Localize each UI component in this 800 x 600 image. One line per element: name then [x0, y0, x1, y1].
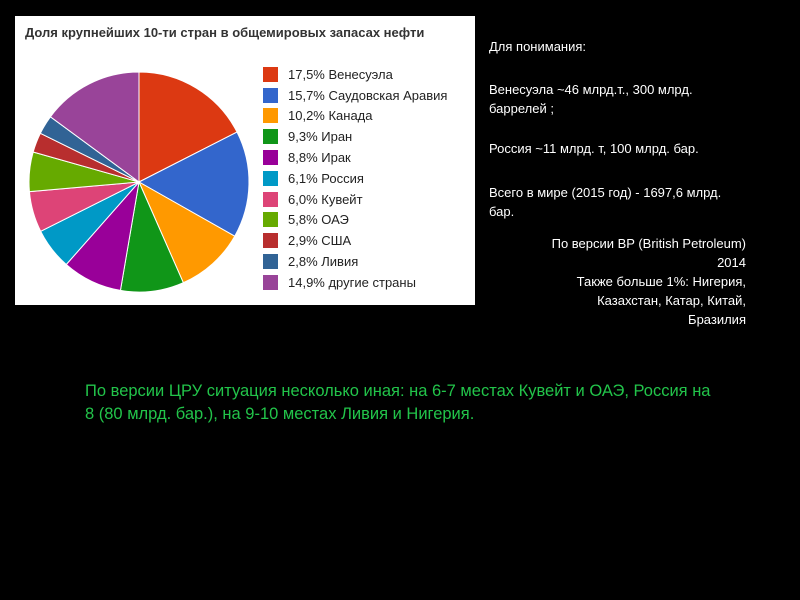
legend-swatch — [263, 170, 278, 186]
pie-slice-10 — [49, 71, 140, 183]
legend-swatch — [263, 66, 278, 82]
legend-item: 9,3% Иран — [263, 126, 447, 147]
legend-label: 6,1% Россия — [288, 170, 364, 186]
legend-swatch — [263, 233, 278, 249]
note-cia-version: По версии ЦРУ ситуация несколько иная: н… — [85, 382, 711, 423]
legend-label: 5,8% ОАЭ — [288, 212, 349, 228]
legend-item: 6,0% Кувейт — [263, 189, 447, 210]
note-source-line: Также больше 1%: Нигерия, — [576, 274, 746, 289]
legend-label: 17,5% Венесуэла — [288, 66, 393, 82]
legend-item: 6,1% Россия — [263, 168, 447, 189]
legend-swatch — [263, 108, 278, 124]
legend-swatch — [263, 212, 278, 228]
legend-label: 2,9% США — [288, 233, 352, 249]
legend-item: 5,8% ОАЭ — [263, 210, 447, 231]
legend-label: 15,7% Саудовская Аравия — [288, 87, 448, 103]
legend-item: 14,9% другие страны — [263, 272, 447, 293]
legend-swatch — [263, 87, 278, 103]
note-source-line: Бразилия — [688, 312, 746, 327]
legend-label: 6,0% Кувейт — [288, 191, 363, 207]
pie-slice-1 — [137, 131, 250, 237]
pie-slice-2 — [137, 180, 236, 284]
legend-item: 10,2% Канада — [263, 106, 447, 127]
note-russia-reserves: Россия ~11 млрд. т, 100 млрд. бар. — [489, 141, 699, 156]
legend-swatch — [263, 274, 278, 290]
legend-item: 8,8% Ирак — [263, 147, 447, 168]
note-source-line: Казахстан, Катар, Китай, — [597, 293, 746, 308]
legend-item: 2,8% Ливия — [263, 251, 447, 272]
legend-label: 2,8% Ливия — [288, 254, 359, 270]
legend-item: 15,7% Саудовская Аравия — [263, 85, 447, 106]
legend-swatch — [263, 129, 278, 145]
pie-slice-0 — [138, 71, 238, 183]
note-source-bp: По версии BP (British Petroleum) 2014 Та… — [480, 234, 746, 329]
legend-label: 14,9% другие страны — [288, 274, 416, 290]
pie-chart — [28, 71, 250, 293]
legend-label: 10,2% Канада — [288, 108, 373, 124]
chart-title: Доля крупнейших 10-ти стран в общемировы… — [25, 25, 425, 40]
legend-swatch — [263, 191, 278, 207]
legend-item: 2,9% США — [263, 230, 447, 251]
legend-label: 8,8% Ирак — [288, 150, 351, 166]
notes-heading: Для понимания: — [489, 39, 587, 54]
chart-legend: 17,5% Венесуэла 15,7% Саудовская Аравия 10… — [263, 64, 447, 293]
chart-panel: Доля крупнейших 10-ти стран в общемировы… — [15, 16, 475, 305]
note-source-line: 2014 — [717, 255, 746, 270]
legend-label: 9,3% Иран — [288, 129, 353, 145]
note-source-line: По версии BP (British Petroleum) — [551, 236, 746, 251]
legend-swatch — [263, 150, 278, 166]
note-venezuela-reserves: Венесуэла ~46 млрд.т., 300 млрд. барреле… — [489, 82, 693, 116]
legend-item: 17,5% Венесуэла — [263, 64, 447, 85]
note-world-reserves: Всего в мире (2015 год) - 1697,6 млрд. б… — [489, 185, 722, 219]
legend-swatch — [263, 254, 278, 270]
